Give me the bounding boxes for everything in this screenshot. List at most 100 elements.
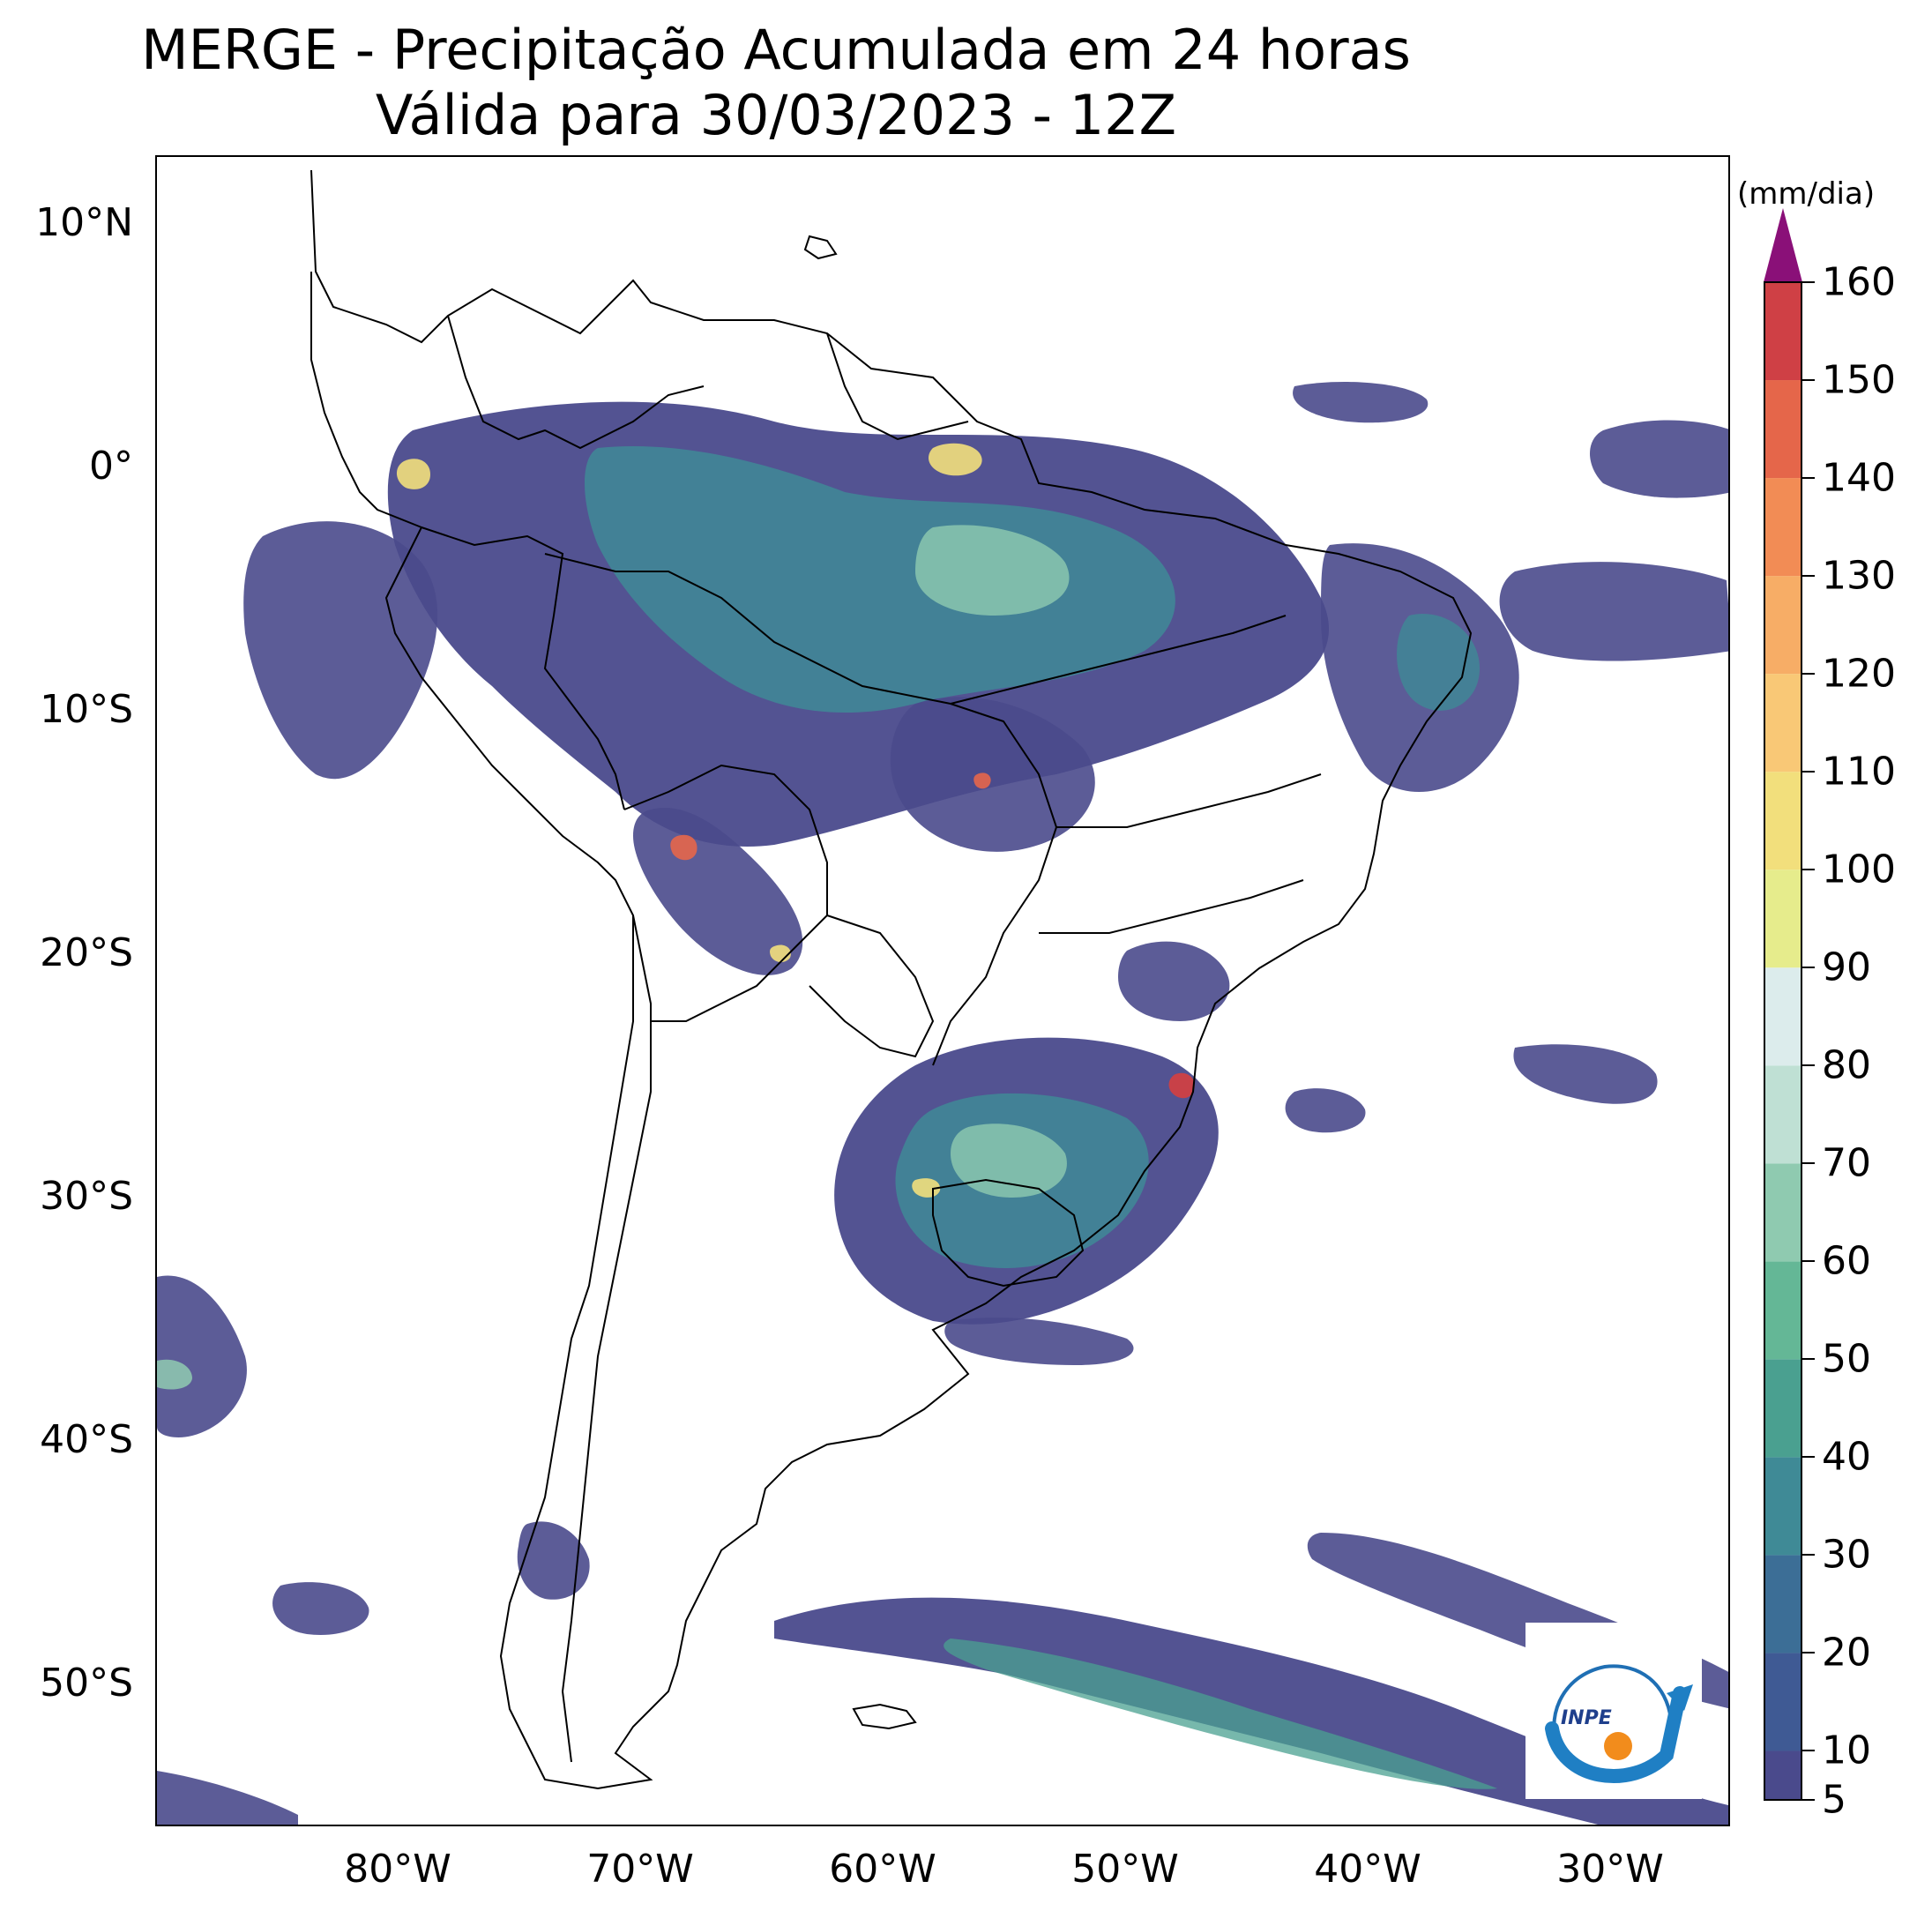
coastlines: [310, 169, 1473, 1790]
colorbar-segment: [1764, 282, 1801, 381]
rain-area-pacific-south: [157, 1771, 298, 1825]
colorbar-tick-label: 70: [1822, 1140, 1871, 1186]
colorbar-tick-mark: [1802, 1358, 1815, 1361]
colorbar: [1764, 208, 1802, 1801]
rain-area-atlantic-mid: [1513, 1044, 1658, 1104]
border-brazil-states: [950, 615, 1322, 934]
colorbar-segment: [1764, 576, 1801, 675]
colorbar-segment: [1764, 1555, 1801, 1653]
colorbar-tick-mark: [1802, 575, 1815, 578]
rain-peak-amazon: [929, 443, 982, 476]
colorbar-tick-label: 160: [1822, 259, 1896, 305]
colorbar-tick-label: 60: [1822, 1238, 1871, 1284]
inpe-logo-graphic: INPE: [1545, 1664, 1693, 1783]
colorbar-segment: [1764, 380, 1801, 479]
colorbar-tick-mark: [1802, 1064, 1815, 1067]
lat-label-0: 0°: [89, 444, 133, 489]
colorbar-tick-mark: [1802, 1799, 1815, 1801]
lat-label-10n: 10°N: [35, 200, 133, 245]
colorbar-tick-label: 10: [1822, 1728, 1871, 1773]
colorbar-segment: [1764, 870, 1801, 968]
border-peru-brazil: [421, 526, 625, 810]
rain-area-atlantic-north: [1499, 562, 1728, 661]
colorbar-segment: [1764, 772, 1801, 870]
lon-label-30w: 30°W: [1556, 1847, 1664, 1892]
map-subtitle: Válida para 30/03/2023 - 12Z: [375, 83, 1177, 147]
colorbar-tick-label: 50: [1822, 1336, 1871, 1382]
rain-peak-central: [973, 773, 991, 789]
lat-label-40s: 40°S: [40, 1417, 133, 1462]
caribbean-islands: [803, 235, 838, 260]
colorbar-outline: [1764, 281, 1802, 1801]
rain-area-atlantic-north-2: [1590, 420, 1728, 498]
border-venezuela-colombia: [447, 315, 705, 450]
rain-peak-pacific-west: [157, 1359, 192, 1390]
falkland-islands: [852, 1703, 917, 1730]
lat-label-30s: 30°S: [40, 1174, 133, 1219]
precipitation-field: [157, 382, 1728, 1825]
colorbar-segment: [1764, 1751, 1801, 1800]
colorbar-tick-mark: [1802, 1554, 1815, 1556]
colorbar-tick-label: 150: [1822, 357, 1896, 403]
border-bolivia: [623, 764, 828, 1022]
rain-core-south-2: [951, 1123, 1067, 1198]
rain-area-patagonia: [517, 1521, 590, 1600]
colorbar-tick-label: 140: [1822, 455, 1896, 501]
colorbar-tick-label: 5: [1822, 1777, 1846, 1823]
colorbar-tick-label: 130: [1822, 553, 1896, 599]
colorbar-segment: [1764, 478, 1801, 577]
colorbar-tick-label: 30: [1822, 1532, 1871, 1578]
colorbar-tick-mark: [1802, 967, 1815, 969]
lon-label-70w: 70°W: [586, 1847, 694, 1892]
rain-area-pacific-west: [157, 1275, 247, 1437]
lon-label-60w: 60°W: [829, 1847, 936, 1892]
rain-band-southern-ocean-core: [944, 1639, 1497, 1789]
border-argentina-chile: [561, 914, 652, 1763]
colorbar-segment: [1764, 967, 1801, 1066]
rain-area-plata: [944, 1318, 1134, 1365]
precipitation-map: [155, 155, 1730, 1826]
colorbar-tick-mark: [1802, 869, 1815, 871]
rain-area-atlantic-mid-2: [1285, 1088, 1366, 1133]
colorbar-tick-mark: [1802, 1750, 1815, 1752]
colorbar-segment: [1764, 1065, 1801, 1164]
border-uruguay: [932, 1178, 1085, 1288]
inpe-logo: INPE: [1525, 1623, 1702, 1799]
lat-label-50s: 50°S: [40, 1661, 133, 1706]
lon-label-80w: 80°W: [344, 1847, 451, 1892]
south-america-outline: [310, 169, 1473, 1790]
rain-peak-bolivia: [670, 834, 697, 861]
colorbar-tick-label: 80: [1822, 1042, 1871, 1088]
colorbar-tick-mark: [1802, 1456, 1815, 1459]
lon-label-50w: 50°W: [1071, 1847, 1179, 1892]
colorbar-tick-mark: [1802, 477, 1815, 480]
colorbar-tick-mark: [1802, 673, 1815, 676]
colorbar-tick-mark: [1802, 1162, 1815, 1165]
colorbar-tick-label: 110: [1822, 749, 1896, 795]
colorbar-tick-label: 120: [1822, 651, 1896, 697]
colorbar-tick-mark: [1802, 379, 1815, 382]
rain-area-pacific-patagonia: [272, 1582, 369, 1635]
rain-area-northwest: [243, 521, 438, 780]
rain-core-northeast: [1397, 614, 1480, 711]
colorbar-tick-label: 100: [1822, 847, 1896, 892]
colorbar-tick-mark: [1802, 771, 1815, 773]
colorbar-tick-mark: [1802, 1652, 1815, 1654]
colorbar-segment: [1764, 674, 1801, 773]
rain-core-amazon-2: [915, 525, 1070, 616]
border-guianas: [826, 332, 969, 441]
map-title: MERGE - Precipitação Acumulada em 24 hor…: [141, 18, 1411, 82]
colorbar-segment: [1764, 1163, 1801, 1262]
rain-core-amazon: [585, 446, 1175, 713]
border-brazil-west: [544, 553, 1058, 1066]
rain-area-southeast: [1118, 941, 1230, 1021]
rain-area-central: [890, 697, 1095, 852]
map-canvas: [157, 169, 1728, 1825]
rain-peak-santa-catarina: [1168, 1072, 1195, 1099]
lat-label-10s: 10°S: [40, 687, 133, 732]
colorbar-segment: [1764, 1653, 1801, 1751]
colorbar-segment: [1764, 1359, 1801, 1458]
lon-label-40w: 40°W: [1314, 1847, 1421, 1892]
inpe-logo-text: INPE: [1561, 1707, 1612, 1729]
colorbar-tick-label: 40: [1822, 1434, 1871, 1480]
